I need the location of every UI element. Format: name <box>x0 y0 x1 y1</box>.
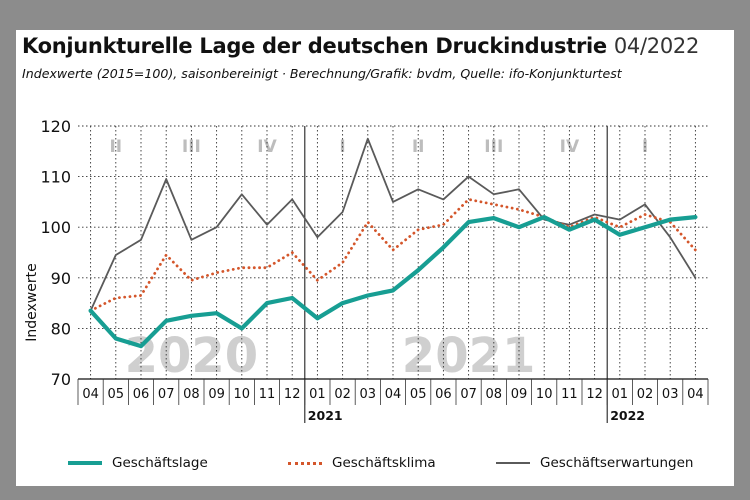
x-tick-label: 01 <box>612 387 629 402</box>
legend-item: Geschäftserwartungen <box>496 455 693 471</box>
x-tick-label: 12 <box>586 387 603 402</box>
x-tick-label: 11 <box>259 387 276 402</box>
x-tick-label: 03 <box>360 387 377 402</box>
x-tick-label: 02 <box>637 387 654 402</box>
y-tick-label: 110 <box>40 168 71 187</box>
year-watermark: 2020 <box>125 328 259 384</box>
x-tick-label: 05 <box>410 387 427 402</box>
series-line-geschaeftserwartungen <box>89 137 697 312</box>
chart-title: Konjunkturelle Lage der deutschen Drucki… <box>22 34 699 58</box>
x-tick-label: 07 <box>158 387 175 402</box>
x-tick-label: 11 <box>561 387 578 402</box>
chart-subtitle: Indexwerte (2015=100), saisonbereinigt ·… <box>22 66 622 81</box>
chart-card: Konjunkturelle Lage der deutschen Drucki… <box>16 30 734 486</box>
x-tick-label: 03 <box>662 387 679 402</box>
year-label: 2022 <box>610 408 645 423</box>
y-tick-label: 90 <box>51 269 71 288</box>
x-tick-label: 02 <box>334 387 351 402</box>
x-tick-label: 09 <box>511 387 528 402</box>
x-tick-label: 09 <box>208 387 225 402</box>
y-tick-label: 80 <box>51 319 71 338</box>
x-tick-label: 06 <box>435 387 452 402</box>
y-tick-label: 120 <box>40 117 71 136</box>
x-tick-label: 04 <box>385 387 402 402</box>
x-tick-label: 04 <box>687 387 704 402</box>
y-tick-label: 70 <box>51 370 71 389</box>
x-tick-label: 10 <box>234 387 251 402</box>
x-tick-label: 07 <box>460 387 477 402</box>
series-line-geschaeftslage <box>88 215 698 349</box>
legend-item: Geschäftslage <box>68 455 208 471</box>
y-axis-label: Indexwerte <box>24 263 40 341</box>
x-tick-label: 05 <box>108 387 125 402</box>
title-date: 04/2022 <box>613 34 700 58</box>
legend-swatch <box>288 461 322 465</box>
legend-swatch <box>496 462 530 464</box>
x-tick-label: 12 <box>284 387 301 402</box>
series-line-geschaeftsklima <box>89 197 697 313</box>
chart-legend: Geschäftslage Geschäftsklima Geschäftserwa… <box>68 455 728 475</box>
year-label: 2021 <box>308 408 343 423</box>
title-text: Konjunkturelle Lage der deutschen Drucki… <box>22 34 607 58</box>
x-tick-label: 08 <box>183 387 200 402</box>
x-tick-label: 10 <box>536 387 553 402</box>
x-tick-label: 06 <box>133 387 150 402</box>
legend-label: Geschäftserwartungen <box>540 455 694 471</box>
y-tick-label: 100 <box>40 218 71 237</box>
year-watermark: 2021 <box>402 328 536 384</box>
legend-label: Geschäftsklima <box>332 455 436 471</box>
legend-item: Geschäftsklima <box>288 455 436 471</box>
legend-label: Geschäftslage <box>112 455 208 471</box>
x-tick-label: 08 <box>486 387 503 402</box>
legend-swatch <box>68 461 102 465</box>
x-tick-label: 01 <box>309 387 326 402</box>
x-tick-label: 04 <box>82 387 99 402</box>
line-chart: 20202021IIIIIIVIIIIIIIVI7080901001101200… <box>24 117 709 423</box>
